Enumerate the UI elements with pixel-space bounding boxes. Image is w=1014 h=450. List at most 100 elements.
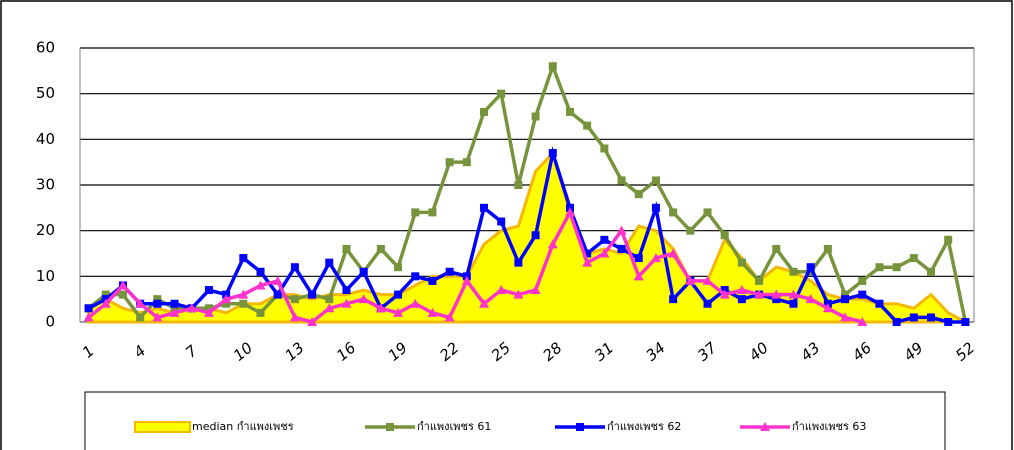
point xyxy=(497,217,506,226)
point xyxy=(583,249,592,258)
point xyxy=(617,176,626,185)
point xyxy=(514,181,523,189)
point xyxy=(152,312,163,322)
point xyxy=(480,203,489,212)
point xyxy=(840,312,851,322)
point xyxy=(789,267,798,276)
y-tick-label: 0 xyxy=(45,313,55,331)
point xyxy=(394,263,403,272)
point xyxy=(772,244,781,253)
point xyxy=(290,295,299,304)
point xyxy=(634,190,643,199)
point xyxy=(822,303,833,313)
y-tick-label: 60 xyxy=(36,39,55,57)
point xyxy=(100,298,111,308)
point xyxy=(324,303,335,313)
x-tick-label: 46 xyxy=(849,339,875,365)
legend-marker xyxy=(386,423,394,431)
point xyxy=(341,298,352,308)
point xyxy=(445,158,454,167)
point xyxy=(547,239,558,249)
line xyxy=(87,208,863,324)
point xyxy=(565,107,574,116)
point xyxy=(858,290,867,299)
point xyxy=(462,158,471,167)
point xyxy=(599,248,610,258)
point xyxy=(858,276,867,285)
point xyxy=(428,276,437,285)
point xyxy=(101,290,110,299)
x-tick-label: 10 xyxy=(230,339,256,365)
point xyxy=(153,295,162,304)
point xyxy=(289,312,300,322)
point xyxy=(633,271,644,281)
point xyxy=(238,289,249,299)
point xyxy=(616,225,627,235)
point xyxy=(548,62,557,71)
point xyxy=(428,208,437,217)
x-tick-label: 1 xyxy=(79,342,98,362)
point xyxy=(411,208,420,217)
y-tick-label: 30 xyxy=(36,176,55,194)
point xyxy=(686,226,695,235)
x-tick-label: 37 xyxy=(694,338,721,364)
point xyxy=(788,289,799,299)
point xyxy=(153,299,162,308)
point xyxy=(789,299,798,308)
point xyxy=(427,307,438,317)
point xyxy=(685,275,696,285)
point xyxy=(875,299,884,308)
point xyxy=(806,263,815,272)
x-tick-label: 22 xyxy=(436,339,462,365)
point xyxy=(358,294,369,304)
point xyxy=(256,308,265,317)
point xyxy=(480,107,489,116)
point xyxy=(944,235,953,244)
point xyxy=(342,244,351,253)
point xyxy=(669,208,678,217)
point xyxy=(841,295,850,304)
x-tick-label: 43 xyxy=(797,339,823,365)
line xyxy=(87,61,968,323)
point xyxy=(290,263,299,272)
point xyxy=(892,318,901,326)
point xyxy=(703,208,712,217)
point xyxy=(583,121,592,130)
legend-marker xyxy=(760,422,770,431)
point xyxy=(342,286,351,295)
point xyxy=(600,235,609,244)
point xyxy=(239,299,248,308)
point xyxy=(514,258,523,267)
point xyxy=(564,207,575,217)
point xyxy=(823,244,832,253)
point xyxy=(136,313,145,322)
point xyxy=(875,263,884,272)
point xyxy=(754,289,765,299)
point xyxy=(841,290,850,299)
legend-marker xyxy=(576,423,584,431)
line xyxy=(87,146,966,324)
x-tick-label: 34 xyxy=(643,339,669,365)
x-tick-label: 40 xyxy=(746,339,772,365)
point xyxy=(513,289,524,299)
point xyxy=(135,298,146,308)
point xyxy=(394,290,403,299)
point xyxy=(496,285,507,295)
point xyxy=(755,276,764,285)
point xyxy=(325,295,334,304)
point xyxy=(308,290,317,299)
x-tick-label: 49 xyxy=(900,339,926,365)
point xyxy=(169,307,180,317)
point xyxy=(497,89,506,98)
point xyxy=(221,294,232,304)
x-tick-label: 16 xyxy=(333,339,359,365)
point xyxy=(531,112,540,121)
point xyxy=(805,294,816,304)
x-tick-label: 7 xyxy=(182,341,201,361)
y-tick-label: 40 xyxy=(36,130,55,148)
point xyxy=(410,298,421,308)
point xyxy=(617,244,626,253)
point xyxy=(203,307,214,317)
point xyxy=(600,144,609,153)
